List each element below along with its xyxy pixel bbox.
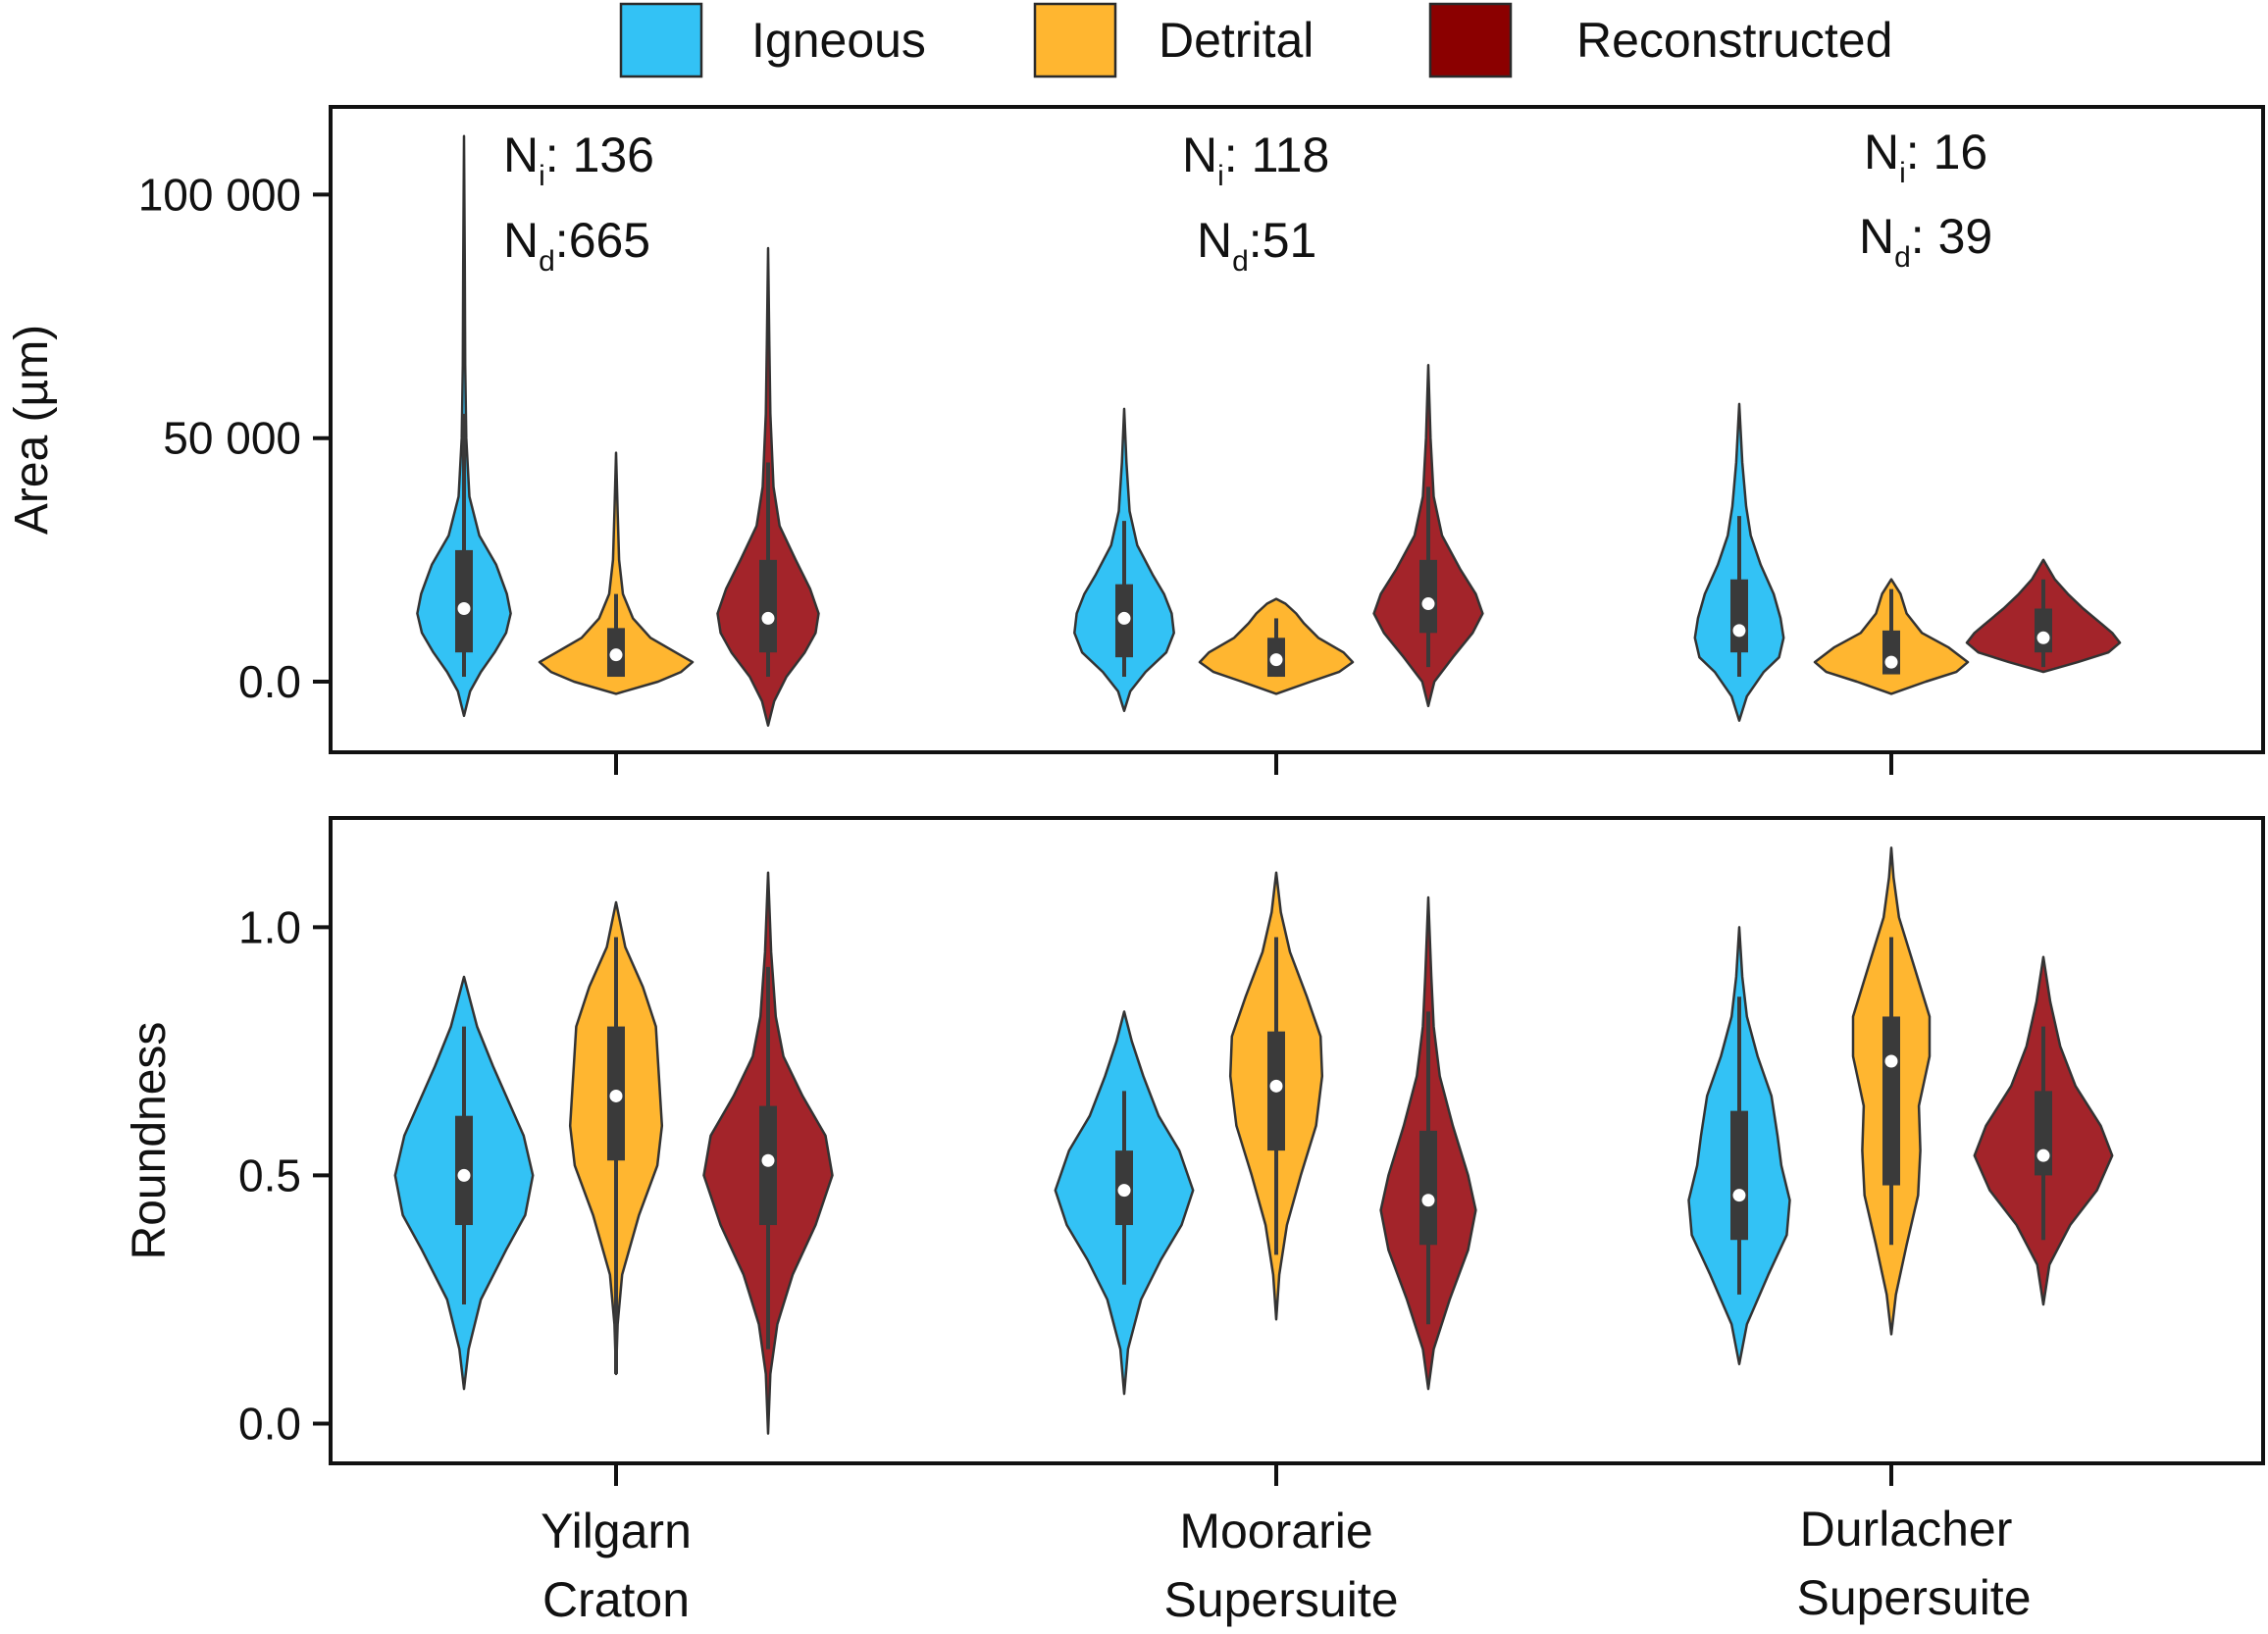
violin-reconstructed-yilgarn-iqr-box bbox=[759, 559, 777, 653]
category-label-durlacher-line2: Supersuite bbox=[1796, 1570, 2031, 1625]
violin-igneous-yilgarn-iqr-box bbox=[455, 549, 473, 653]
violin-detrital-yilgarn-median-dot bbox=[609, 648, 623, 662]
violin-igneous-moorarie-median-dot bbox=[1117, 611, 1131, 625]
legend-label-reconstructed: Reconstructed bbox=[1576, 13, 1892, 68]
violin-reconstructed-yilgarn-median-dot bbox=[761, 1153, 775, 1167]
violin-reconstructed-yilgarn-median-dot bbox=[761, 611, 775, 625]
violin-igneous-moorarie-median-dot bbox=[1117, 1184, 1131, 1198]
violin-reconstructed-moorarie-iqr-box bbox=[1419, 1130, 1437, 1246]
annotation-nd-durlacher: Nd: 39 bbox=[1859, 209, 1992, 274]
violin-detrital-moorarie-median-dot bbox=[1269, 1079, 1283, 1093]
category-label-moorarie-line1: Moorarie bbox=[1179, 1504, 1372, 1558]
violin-reconstructed-moorarie-iqr-box bbox=[1419, 559, 1437, 634]
annotation-ni-durlacher: Ni: 16 bbox=[1864, 125, 1987, 189]
violin-detrital-yilgarn-median-dot bbox=[609, 1089, 623, 1102]
legend: Igneous Detrital Reconstructed bbox=[619, 2, 1892, 78]
y-tick-label: 0.0 bbox=[238, 656, 301, 707]
area-violins bbox=[416, 134, 2122, 727]
roundness-panel: 0.0 0.5 1.0 Roundness bbox=[124, 816, 2265, 1486]
annotation-nd-moorarie: Nd:51 bbox=[1197, 213, 1316, 278]
violin-igneous-durlacher-iqr-box bbox=[1730, 579, 1748, 653]
y-tick-label: 50 000 bbox=[163, 413, 301, 464]
violin-detrital-durlacher-median-dot bbox=[1884, 1054, 1898, 1068]
y-tick-label: 100 000 bbox=[138, 169, 301, 220]
violin-reconstructed-durlacher-median-dot bbox=[2036, 1149, 2050, 1162]
y-tick-label: 0.5 bbox=[238, 1149, 301, 1200]
category-label-moorarie-line2: Supersuite bbox=[1163, 1572, 1398, 1627]
category-label-durlacher-line1: Durlacher bbox=[1800, 1502, 2013, 1557]
violin-igneous-durlacher-median-dot bbox=[1732, 1189, 1746, 1202]
violin-reconstructed-durlacher-iqr-box bbox=[2035, 608, 2052, 653]
roundness-y-axis-label: Roundness bbox=[124, 1022, 176, 1260]
area-y-axis: 0.0 50 000 100 000 bbox=[138, 169, 331, 707]
roundness-x-ticks bbox=[614, 1463, 1893, 1486]
violin-igneous-yilgarn-median-dot bbox=[457, 602, 471, 616]
violin-reconstructed-durlacher-iqr-box bbox=[2035, 1091, 2052, 1176]
violin-detrital-durlacher-iqr-box bbox=[1882, 1016, 1900, 1186]
category-label-yilgarn-line1: Yilgarn bbox=[541, 1504, 692, 1558]
legend-label-detrital: Detrital bbox=[1159, 13, 1314, 68]
count-annotations: Ni: 136 Nd:665 Ni: 118 Nd:51 Ni: 16 Nd: … bbox=[503, 125, 1992, 278]
x-category-labels: Yilgarn Craton Moorarie Supersuite Durla… bbox=[541, 1502, 2031, 1627]
area-plot-frame bbox=[329, 105, 2265, 754]
legend-swatch-detrital bbox=[1033, 2, 1117, 78]
y-tick-label: 0.0 bbox=[238, 1399, 301, 1450]
legend-swatch-igneous bbox=[619, 2, 703, 78]
y-tick-label: 1.0 bbox=[238, 901, 301, 952]
violin-detrital-durlacher-median-dot bbox=[1884, 655, 1898, 669]
violin-reconstructed-durlacher-median-dot bbox=[2036, 631, 2050, 644]
violin-reconstructed-moorarie-median-dot bbox=[1421, 597, 1435, 611]
violin-igneous-yilgarn-median-dot bbox=[457, 1168, 471, 1182]
roundness-violins bbox=[393, 846, 2114, 1435]
category-label-yilgarn-line2: Craton bbox=[542, 1572, 690, 1627]
area-panel: 0.0 50 000 100 000 Area (µm) bbox=[6, 105, 2265, 775]
violin-detrital-yilgarn bbox=[538, 451, 695, 695]
legend-label-igneous: Igneous bbox=[751, 13, 926, 68]
annotation-ni-moorarie: Ni: 118 bbox=[1182, 128, 1329, 192]
area-y-axis-label: Area (µm) bbox=[6, 325, 58, 535]
annotation-ni-yilgarn: Ni: 136 bbox=[503, 128, 654, 192]
roundness-plot-frame bbox=[329, 816, 2265, 1465]
legend-swatch-reconstructed bbox=[1428, 2, 1513, 78]
roundness-y-axis: 0.0 0.5 1.0 bbox=[238, 901, 331, 1450]
violin-reconstructed-moorarie-median-dot bbox=[1421, 1194, 1435, 1207]
annotation-nd-yilgarn: Nd:665 bbox=[503, 213, 650, 278]
violin-igneous-durlacher-iqr-box bbox=[1730, 1110, 1748, 1241]
violin-igneous-durlacher-median-dot bbox=[1732, 624, 1746, 638]
violin-detrital-moorarie-median-dot bbox=[1269, 653, 1283, 667]
area-x-ticks bbox=[614, 752, 1893, 775]
